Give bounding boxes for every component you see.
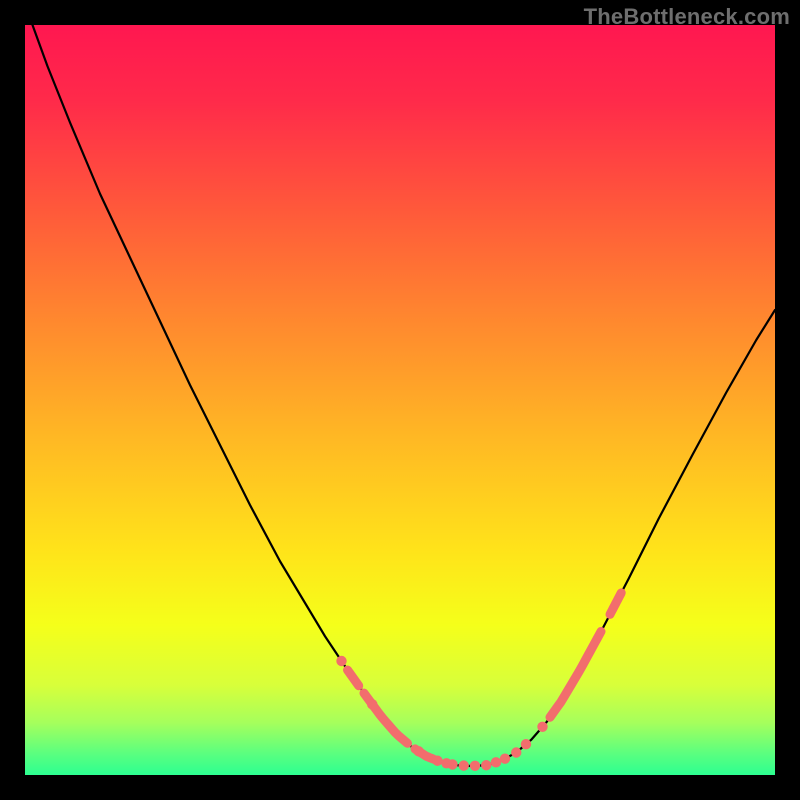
highlight-dot	[367, 699, 377, 709]
highlight-dot	[459, 760, 469, 770]
watermark-text: TheBottleneck.com	[584, 4, 790, 30]
highlight-dot	[500, 753, 510, 763]
highlight-dot	[470, 761, 480, 771]
highlight-dot	[491, 757, 501, 767]
chart-overlay-svg	[0, 0, 800, 800]
bottleneck-curve	[33, 25, 776, 766]
highlight-dot	[432, 756, 442, 766]
highlight-dot	[481, 760, 491, 770]
highlight-dot	[447, 759, 457, 769]
highlight-segment	[348, 670, 359, 686]
highlight-dot	[521, 739, 531, 749]
highlight-segment	[610, 593, 621, 615]
highlight-segment	[550, 632, 601, 718]
highlight-dot	[511, 747, 521, 757]
highlight-dot	[414, 746, 424, 756]
chart-stage: TheBottleneck.com	[0, 0, 800, 800]
highlight-dot	[336, 656, 346, 666]
highlight-dot	[537, 722, 547, 732]
